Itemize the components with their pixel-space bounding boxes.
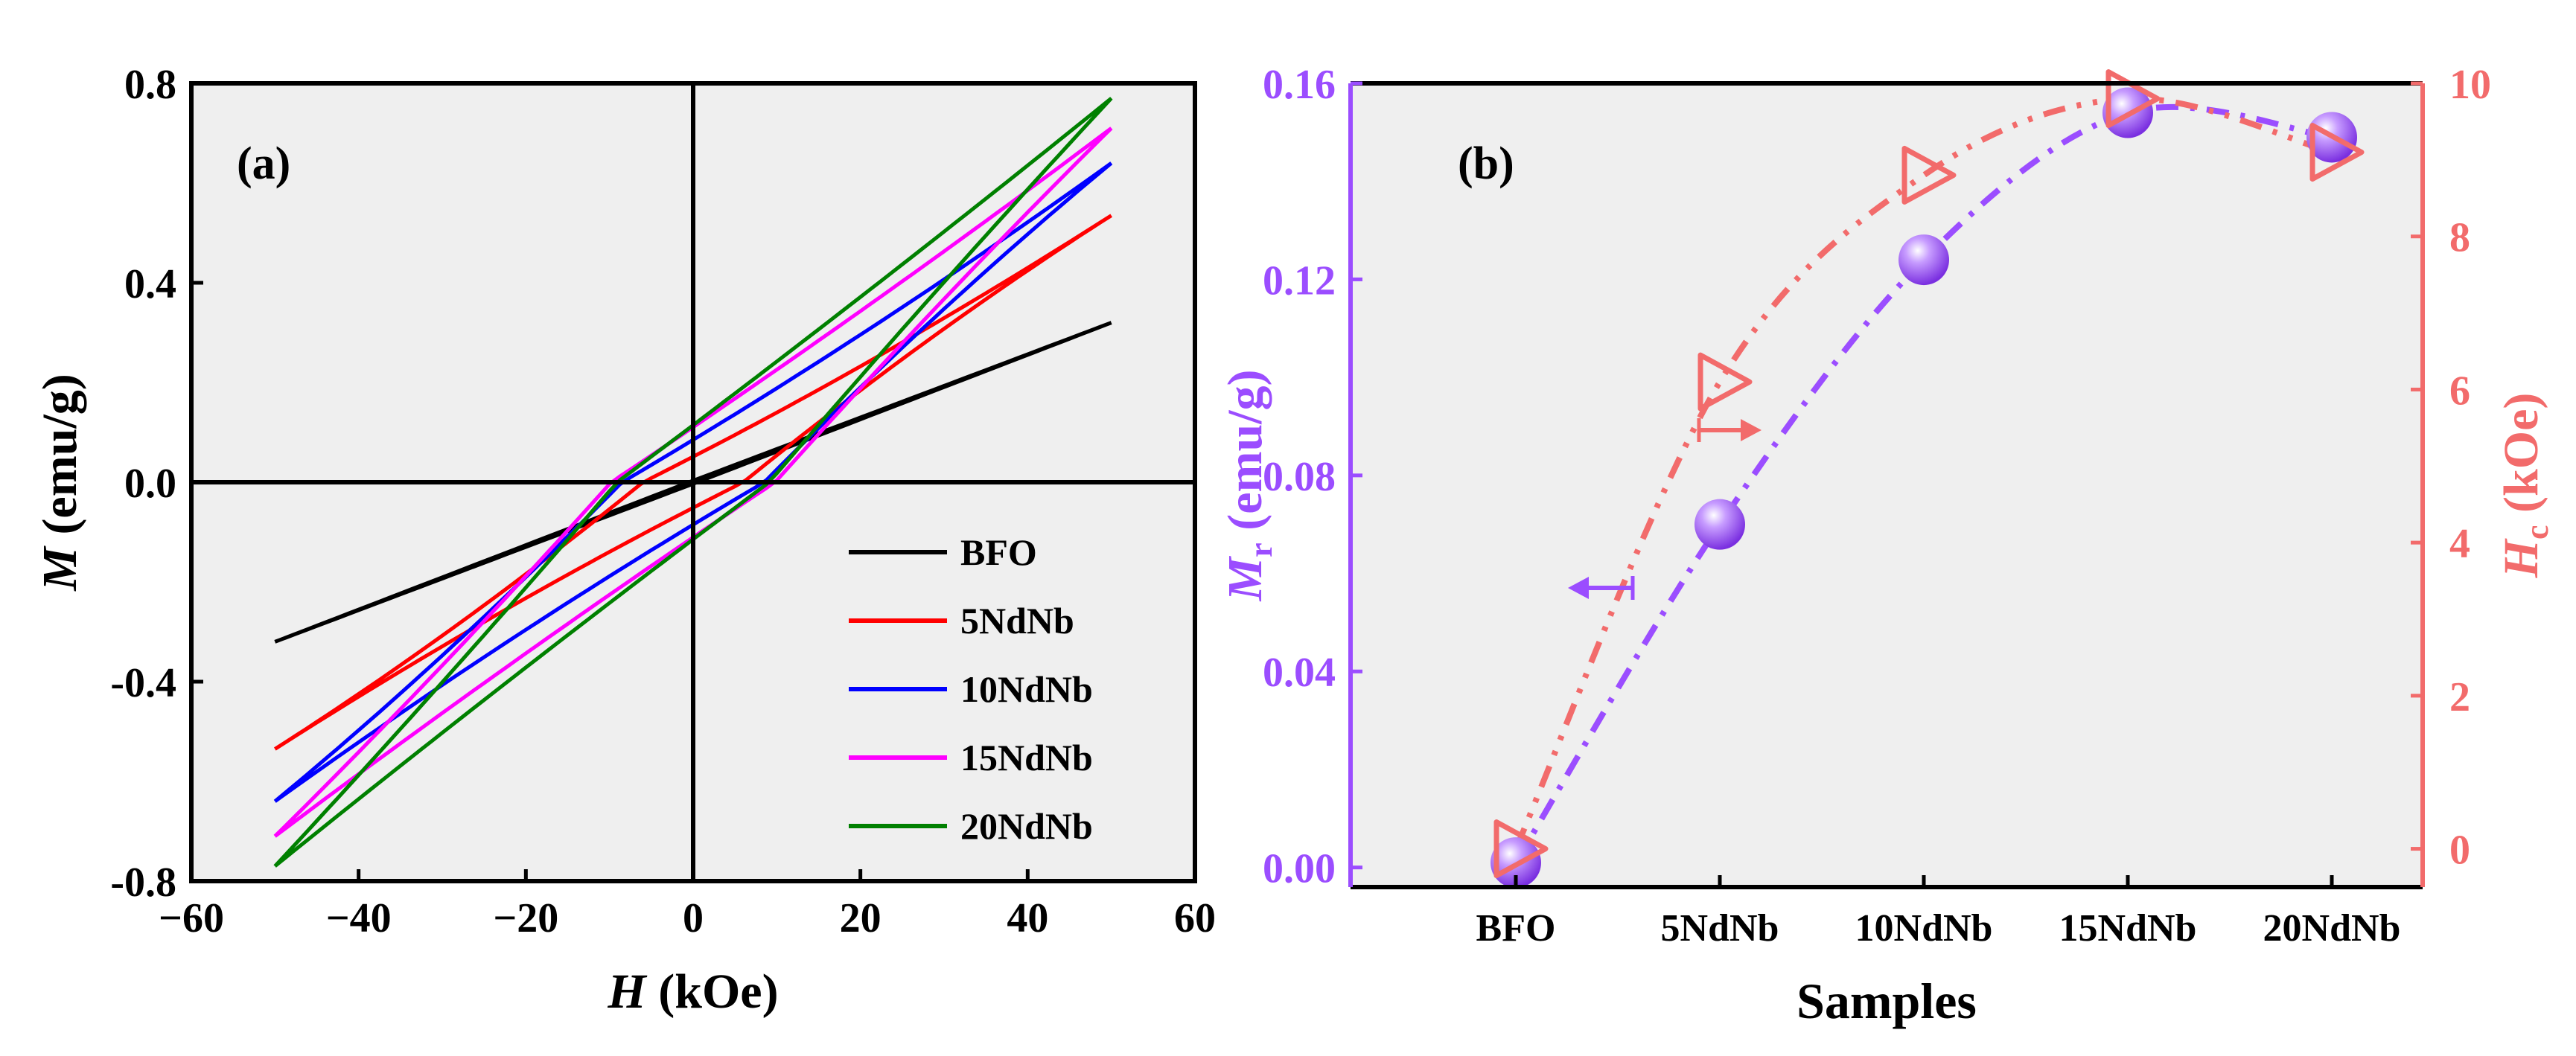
panel-b-right-axis-label: Hc (kOe) — [2494, 393, 2555, 579]
panel-a-y-tick-label: 0.8 — [124, 62, 176, 108]
panel-b-right-tick-label: 6 — [2449, 368, 2470, 414]
hc-fit-curve — [1513, 95, 2333, 851]
panel-b-left-tick-label: 0.04 — [1263, 650, 1336, 696]
panel-a-y-tick-label: -0.8 — [110, 860, 176, 906]
panel-a-x-tick-label: −40 — [326, 895, 392, 941]
panel-b-x-tick-label: BFO — [1476, 907, 1556, 950]
panel-b-right-tick-label: 10 — [2449, 62, 2491, 108]
mr-fit-curve — [1513, 103, 2333, 865]
legend-label-10ndnb: 10NdNb — [960, 668, 1093, 710]
panel-b-plot-area — [1351, 83, 2423, 887]
hysteresis-loop-10ndnb — [273, 161, 1113, 803]
panel-a-x-tick-label: 40 — [1007, 895, 1048, 941]
panel-b-right-tick-label: 8 — [2449, 215, 2470, 261]
panel-a-y-tick-label: -0.4 — [110, 660, 176, 706]
panel-a-y-axis-label: M (emu/g) — [33, 374, 87, 591]
mr-point-5ndnb — [1695, 499, 1745, 550]
panel-b-fit-curves — [1513, 95, 2333, 865]
legend-label-20ndnb: 20NdNb — [960, 805, 1093, 847]
panel-a-legend: BFO 5NdNb 10NdNb 15NdNb 20NdNb — [849, 531, 1093, 847]
hc-axis-arrow — [1697, 418, 1762, 442]
panel-b-right-tick-label: 0 — [2449, 828, 2470, 874]
panel-b-x-tick-label: 15NdNb — [2059, 907, 2197, 950]
legend-label-bfo: BFO — [960, 531, 1037, 573]
hc-point-20ndnb — [2309, 123, 2365, 182]
panel-b-left-tick-label: 0.16 — [1263, 62, 1336, 108]
hysteresis-loop-bfo — [274, 321, 1112, 644]
panel-b-x-axis-label: Samples — [1796, 973, 1977, 1029]
panel-a-y-tick-label: 0.0 — [124, 461, 176, 507]
panel-b: 0.00 0.04 0.08 0.12 0.16 0 2 4 6 8 10 BFO 5NdNb 10NdN… — [1218, 62, 2555, 1029]
panel-b-x-tick-label: 20NdNb — [2263, 907, 2401, 950]
panel-b-left-axis-label: Mr (emu/g) — [1218, 370, 1279, 602]
hc-point-5ndnb — [1697, 352, 1753, 412]
panel-a-curves — [273, 97, 1113, 868]
panel-b-right-tick-label: 4 — [2449, 521, 2470, 567]
panel-b-left-tick-label: 0.08 — [1263, 454, 1336, 500]
panel-b-x-tick-label: 10NdNb — [1855, 907, 1993, 950]
legend-label-15ndnb: 15NdNb — [960, 737, 1093, 778]
panel-b-left-tick-label: 0.00 — [1263, 846, 1336, 892]
panel-a-x-tick-label: 20 — [840, 895, 881, 941]
panel-a: −60 −40 −20 0 20 40 60 0.8 0.4 0.0 -0.4 -0.8 (a) H … — [33, 62, 1216, 1019]
panel-a-x-tick-label: −20 — [493, 895, 558, 941]
panel-a-x-axis-label: H (kOe) — [607, 964, 778, 1019]
hysteresis-loop-15ndnb — [273, 127, 1113, 838]
panel-a-tag: (a) — [237, 138, 290, 189]
panel-b-x-tick-label: 5NdNb — [1661, 907, 1779, 950]
hc-point-10ndnb — [1901, 145, 1957, 205]
mr-point-10ndnb — [1898, 234, 1949, 286]
legend-label-5ndnb: 5NdNb — [960, 600, 1074, 641]
panel-a-x-tick-label: 0 — [683, 895, 704, 941]
panel-a-ticks: −60 −40 −20 0 20 40 60 0.8 0.4 0.0 -0.4 -0.8 — [110, 62, 1216, 941]
panel-b-right-tick-label: 2 — [2449, 674, 2470, 720]
hysteresis-loop-20ndnb — [273, 97, 1113, 868]
mr-axis-arrow — [1568, 576, 1635, 600]
panel-b-points — [1491, 69, 2365, 889]
panel-a-x-tick-label: −60 — [159, 895, 224, 941]
hc-point-bfo — [1493, 819, 1549, 879]
panel-a-y-tick-label: 0.4 — [124, 261, 176, 307]
panel-a-x-tick-label: 60 — [1174, 895, 1216, 941]
panel-b-ticks: 0.00 0.04 0.08 0.12 0.16 0 2 4 6 8 10 BFO 5NdNb 10NdN… — [1263, 62, 2491, 950]
panel-b-tag: (b) — [1458, 138, 1514, 189]
panel-b-left-tick-label: 0.12 — [1263, 257, 1336, 304]
